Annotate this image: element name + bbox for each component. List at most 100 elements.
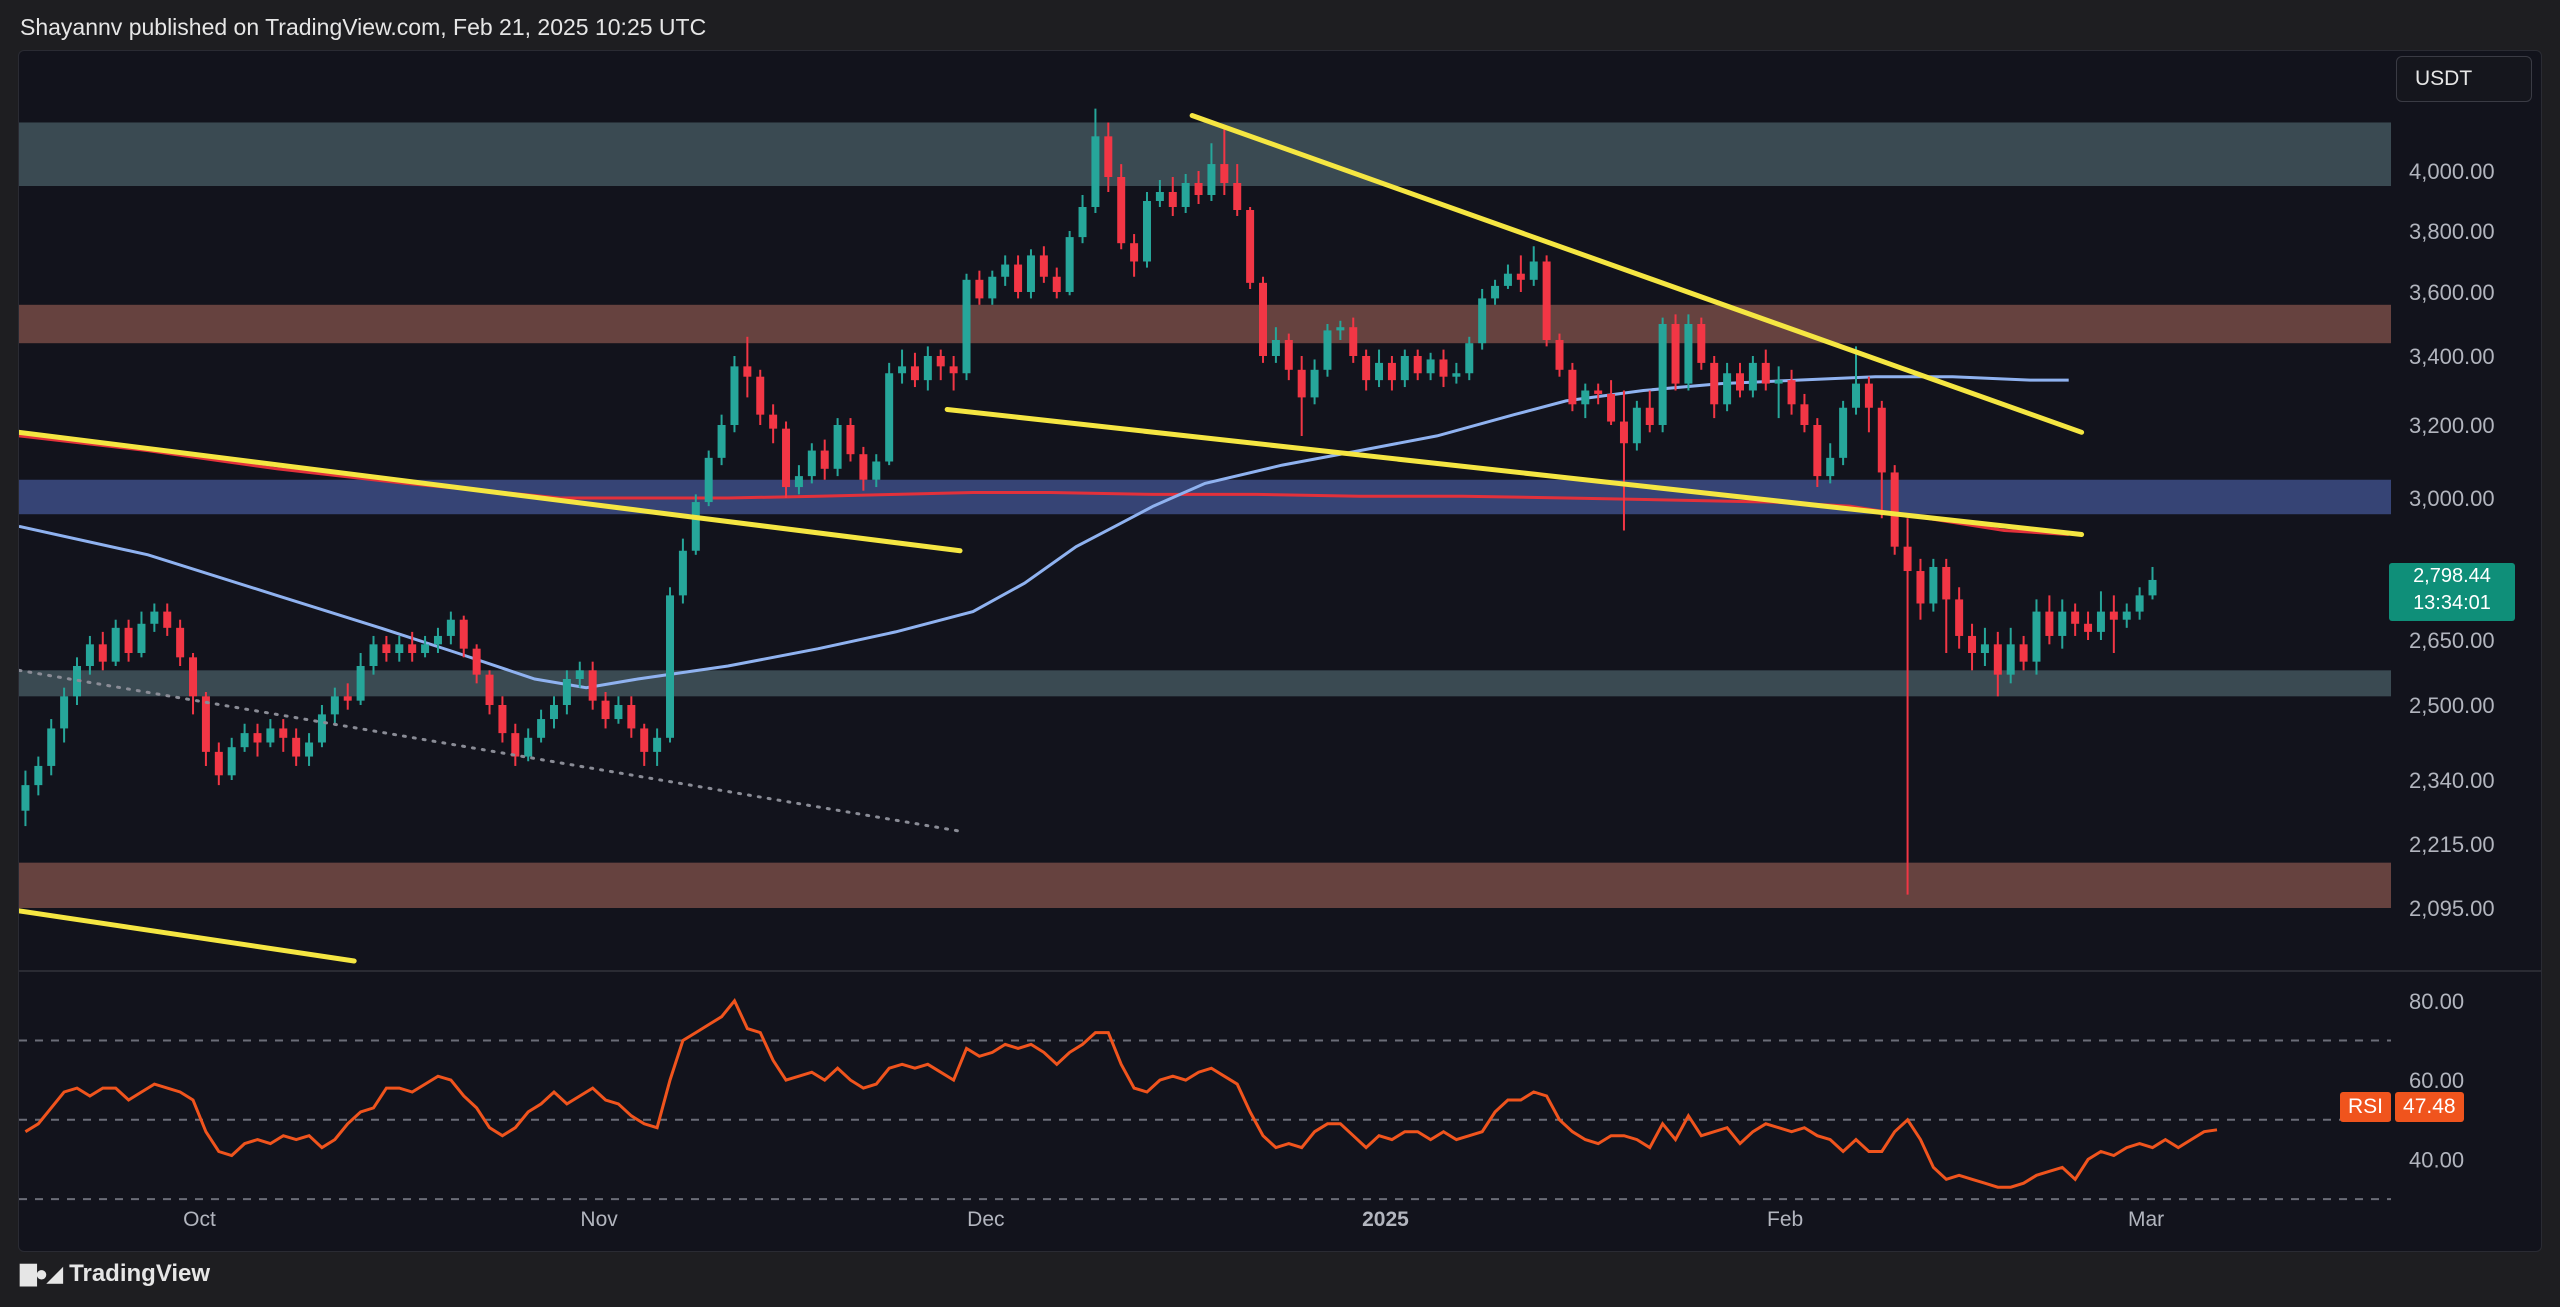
candle [537,709,546,743]
candle [1916,558,1925,620]
candle-body [653,737,662,752]
candle-body [47,728,56,766]
candle-body [1993,644,2002,675]
candle-body [1142,201,1151,262]
time-axis-label: Feb [1767,1208,1803,1231]
candle-body [433,635,442,645]
candle [214,742,223,786]
candle [1400,349,1409,388]
candle [588,661,597,710]
candle-body [923,356,932,381]
candle-body [756,376,765,415]
candle [601,692,610,729]
candle [1052,267,1061,299]
candle [1375,349,1384,388]
candle [1220,129,1229,195]
zone-band-0 [19,122,2391,186]
price-axis-label: 3,800.00 [2409,219,2495,244]
candle [356,653,365,705]
candle [150,603,159,632]
candle-body [1117,177,1126,244]
candle-body [2058,611,2067,636]
candle-body [279,728,288,738]
candle [2032,599,2041,675]
candle [769,404,778,444]
candle [1117,164,1126,250]
candle-body [2135,595,2144,612]
candle [433,627,442,653]
candle-body [537,719,546,738]
candle-body [1297,369,1306,398]
candle-body [60,696,69,729]
candle-body [769,414,778,429]
candle-body [176,627,185,658]
price-axis: 4,000.00 3,800.00 3,600.00 3,400.00 3,200.00… [2409,159,2495,921]
candle [1761,349,1770,391]
candle-body [1130,243,1139,262]
candle-body [1813,425,1822,477]
candle [343,683,352,710]
candle [756,369,765,425]
rsi-pane: 80.00 60.00 40.00 [19,989,2464,1201]
candle [1852,346,1861,415]
candle [975,270,984,305]
candle [807,443,816,484]
candle [1723,362,1732,412]
candle [1065,231,1074,296]
candle-body [1723,373,1732,405]
tradingview-brand[interactable]: ▇●◢ TradingView [20,1260,210,1288]
candle [2135,587,2144,620]
candle-body [1078,207,1087,238]
candle [949,356,958,391]
candle-body [240,733,249,748]
candle-body [2045,611,2054,636]
candle [2006,627,2015,684]
candle-body [1426,359,1435,374]
candle-body [1903,546,1912,572]
candle-body [1271,340,1280,356]
candle-body [369,644,378,666]
candle-body [382,644,391,653]
chart-canvas[interactable]: 4,000.00 3,800.00 3,600.00 3,400.00 3,200.00… [19,51,2541,1251]
candle-body [1632,407,1641,444]
candle-body [330,696,339,715]
candle-body [150,611,159,624]
candles-layer [21,108,2157,895]
candle [472,644,481,684]
candle-body [1336,327,1345,331]
candle [1774,366,1783,419]
trendline-4 [19,668,962,833]
candle [1310,359,1319,405]
candle [627,696,636,738]
candle [1349,317,1358,363]
candle [1684,314,1693,391]
zones-layer [19,122,2391,908]
candle [1503,264,1512,289]
candle [666,587,675,743]
candle-body [1168,192,1177,207]
candle-body [1542,261,1551,340]
candle [1748,356,1757,398]
candle-body [1104,136,1113,177]
trendline-0 [19,429,963,554]
candle [1168,177,1177,216]
candle-body [1452,373,1461,377]
candle-body [1181,183,1190,207]
candle-body [124,627,133,653]
candle [1246,207,1255,289]
candle [111,619,120,666]
candle [1259,276,1268,363]
price-axis-label: 3,400.00 [2409,344,2495,369]
candle-body [189,657,198,697]
chart-frame[interactable]: 4,000.00 3,800.00 3,600.00 3,400.00 3,200.00… [18,50,2542,1252]
rsi-axis-label: 80.00 [2409,989,2464,1014]
price-axis-label: 2,340.00 [2409,768,2495,793]
currency-selector[interactable]: USDT [2396,56,2532,102]
candle [1993,631,2002,697]
candle [988,270,997,305]
candle-body [936,356,945,367]
candle [923,346,932,391]
candle [1478,288,1487,350]
candle [1839,400,1848,466]
candle [1813,418,1822,488]
